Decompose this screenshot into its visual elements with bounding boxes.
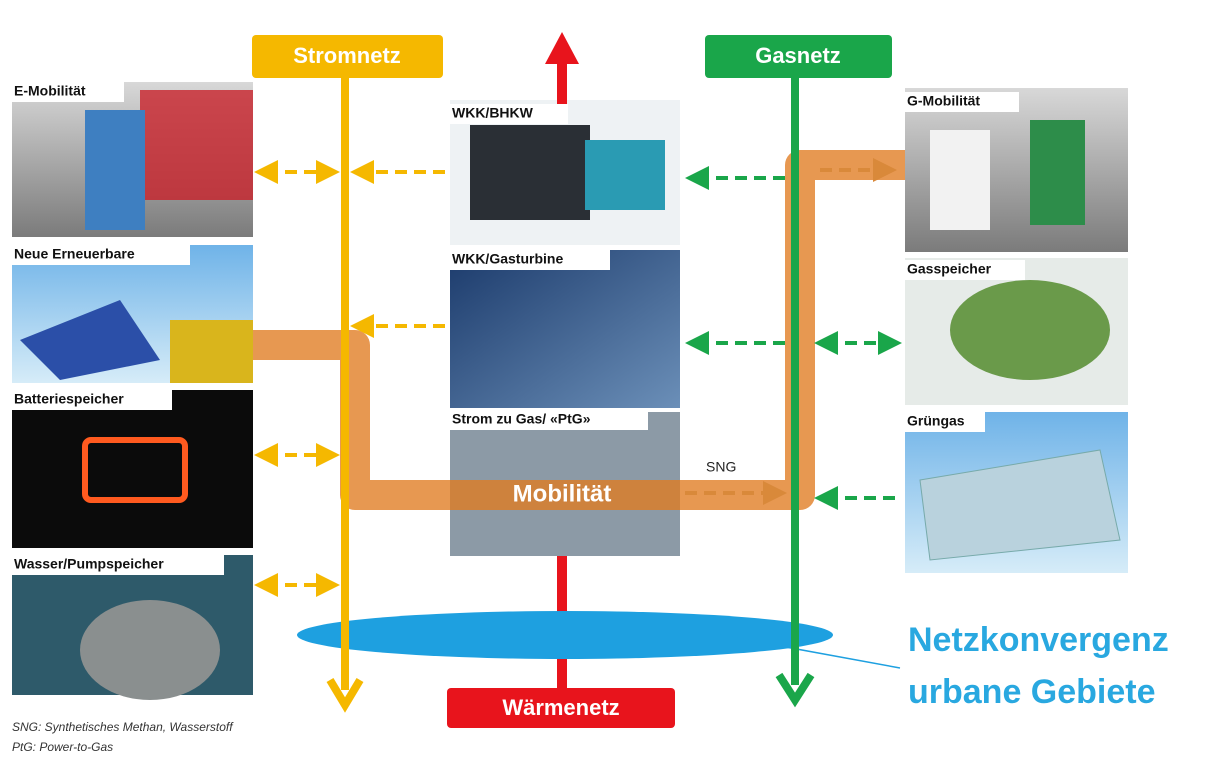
convergence-ellipse <box>297 611 833 659</box>
image-pump <box>930 130 990 230</box>
gas-label: Gasnetz <box>755 43 841 68</box>
footnote: PtG: Power-to-Gas <box>12 740 113 754</box>
node-label: Gasspeicher <box>907 261 992 277</box>
footnote: SNG: Synthetisches Methan, Wasserstoff <box>12 720 234 734</box>
node-label: Batteriespeicher <box>14 391 124 407</box>
node-label: Neue Erneuerbare <box>14 246 135 262</box>
node-label: Wasser/Pumpspeicher <box>14 556 164 572</box>
node-label: E-Mobilität <box>14 83 86 99</box>
image-dam <box>80 600 220 700</box>
image-generator <box>585 140 665 210</box>
page: Stromnetz Gasnetz Wärmenetz E-Mobilität … <box>0 0 1207 759</box>
headline: Netzkonvergenz <box>908 621 1169 659</box>
node-label: Strom zu Gas/ «PtG» <box>452 411 591 427</box>
mobility-label: Mobilität <box>513 480 612 507</box>
headline: urbane Gebiete <box>908 673 1156 711</box>
image-plants <box>950 280 1110 380</box>
node-label: G-Mobilität <box>907 93 980 109</box>
heat-label: Wärmenetz <box>502 695 619 720</box>
image-sunflowers <box>170 320 253 383</box>
image-gas-turbine <box>450 250 680 408</box>
image-pump2 <box>1030 120 1085 225</box>
power-label: Stromnetz <box>293 43 401 68</box>
sng-label: SNG <box>706 459 736 475</box>
image-battery <box>12 390 253 548</box>
node-label: WKK/Gasturbine <box>452 251 563 267</box>
right-images <box>905 88 1128 573</box>
heat-arrowhead <box>545 32 579 64</box>
diagram: Stromnetz Gasnetz Wärmenetz E-Mobilität … <box>0 0 1207 759</box>
image-charger <box>85 110 145 230</box>
node-label: Grüngas <box>907 413 965 429</box>
image-car <box>140 90 253 200</box>
image-engine <box>470 125 590 220</box>
node-label: WKK/BHKW <box>452 105 534 121</box>
